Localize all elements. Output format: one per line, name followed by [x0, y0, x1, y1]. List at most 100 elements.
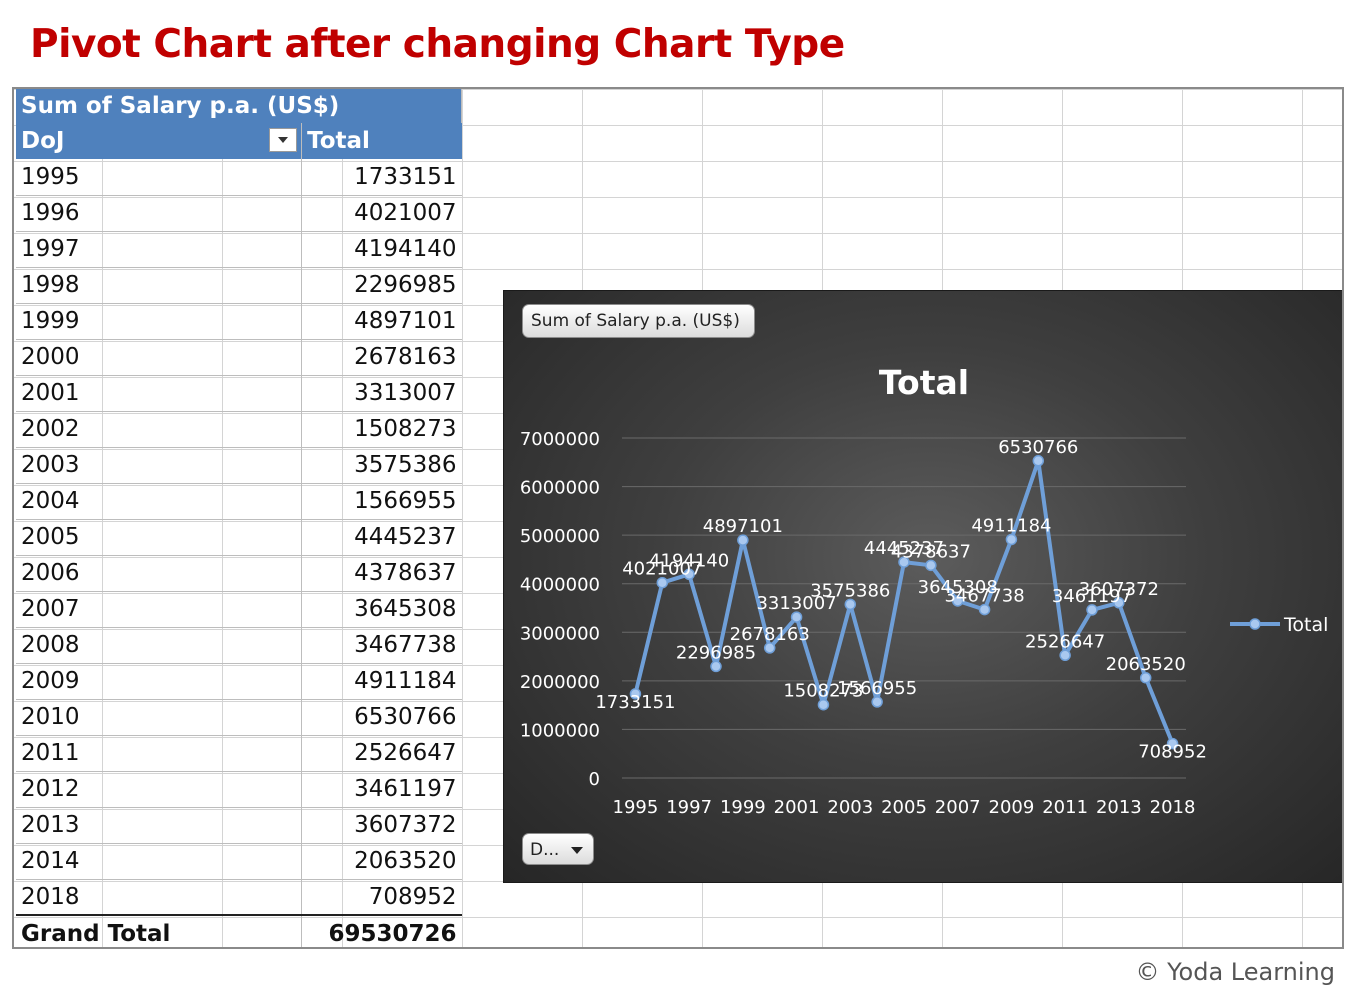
pivot-row-label[interactable]: 2011: [16, 735, 303, 772]
pivot-row-value[interactable]: 2063520: [301, 843, 462, 880]
pivot-row: 1996 4021007: [16, 195, 462, 232]
data-label: 4378637: [891, 541, 971, 562]
row-field-header[interactable]: DoJ: [16, 123, 303, 159]
data-label: 2296985: [676, 642, 756, 663]
pivot-row: 2013 3607372: [16, 807, 462, 844]
pivot-row: 2004 1566955: [16, 483, 462, 520]
pivot-row-label[interactable]: 2005: [16, 519, 303, 556]
data-point: [710, 660, 722, 673]
x-tick-label: 2013: [1096, 797, 1142, 818]
data-label: 4445237: [864, 538, 944, 559]
data-point: [1113, 597, 1125, 609]
data-point: [925, 559, 937, 572]
pivot-row: 2005 4445237: [16, 519, 462, 556]
pivot-row-label[interactable]: 1998: [16, 267, 303, 304]
pivot-row-value[interactable]: 2296985: [301, 267, 462, 304]
pivot-row: 2006 4378637: [16, 555, 462, 592]
pivot-row-label[interactable]: 1996: [16, 195, 303, 232]
pivot-row-label[interactable]: 2006: [16, 555, 303, 592]
pivot-row-value[interactable]: 4911184: [301, 663, 462, 700]
pivot-row-label[interactable]: 2014: [16, 843, 303, 880]
pivot-row-value[interactable]: 4194140: [301, 231, 462, 268]
data-label: 2526647: [1025, 631, 1105, 652]
pivot-row-value[interactable]: 2526647: [301, 735, 462, 772]
data-point: [737, 534, 749, 546]
pivot-row: 1995 1733151: [16, 159, 462, 196]
x-tick-label: 1997: [666, 797, 712, 818]
x-tick-label: 1999: [720, 797, 766, 818]
row-field-filter-button[interactable]: [269, 128, 298, 152]
data-point: [1086, 604, 1098, 616]
y-tick-label: 6000000: [520, 478, 600, 499]
y-tick-label: 0: [589, 769, 600, 790]
pivot-row: 2011 2526647: [16, 735, 462, 772]
pivot-row-value[interactable]: 4445237: [301, 519, 462, 556]
x-tick-label: 2007: [935, 797, 981, 818]
pivot-row-label[interactable]: 2012: [16, 771, 303, 808]
axis-field-label: D...: [530, 840, 560, 860]
data-label: 3645308: [918, 577, 998, 598]
x-tick-label: 2011: [1042, 797, 1088, 818]
pivot-row-label[interactable]: 2004: [16, 483, 303, 520]
pivot-row-label[interactable]: 1997: [16, 231, 303, 268]
data-label: 3313007: [756, 593, 836, 614]
pivot-field-row: DoJ Total: [16, 123, 462, 159]
y-tick-label: 4000000: [520, 575, 600, 596]
data-label: 4911184: [971, 515, 1051, 536]
pivot-row-value[interactable]: 3575386: [301, 447, 462, 484]
pivot-row-value[interactable]: 4021007: [301, 195, 462, 232]
data-label: 3575386: [810, 580, 890, 601]
pivot-row-label[interactable]: 2000: [16, 339, 303, 376]
pivot-row-value[interactable]: 1733151: [301, 159, 462, 196]
pivot-row: 2018 708952: [16, 879, 462, 916]
pivot-row-label[interactable]: 2002: [16, 411, 303, 448]
x-tick-label: 2005: [881, 797, 927, 818]
pivot-row: 2007 3645308: [16, 591, 462, 628]
pivot-row-value[interactable]: 4897101: [301, 303, 462, 340]
pivot-row-value[interactable]: 6530766: [301, 699, 462, 736]
data-point: [1139, 672, 1152, 684]
pivot-row-label[interactable]: 2018: [16, 879, 303, 916]
axis-field-button[interactable]: D...: [522, 833, 594, 865]
pivot-row-value[interactable]: 1508273: [301, 411, 462, 448]
data-point: [1059, 649, 1071, 662]
data-label: 3467738: [944, 586, 1024, 607]
pivot-row-label[interactable]: 1995: [16, 159, 303, 196]
grand-total-label[interactable]: Grand Total: [16, 914, 303, 947]
x-tick-label: 2018: [1150, 797, 1196, 818]
grand-total-value[interactable]: 69530726: [301, 914, 462, 947]
data-point: [790, 611, 803, 623]
pivot-row-value[interactable]: 3467738: [301, 627, 462, 664]
pivot-row-label[interactable]: 2008: [16, 627, 303, 664]
data-point: [656, 576, 669, 589]
pivot-row-label[interactable]: 2009: [16, 663, 303, 700]
pivot-row-value[interactable]: 3313007: [301, 375, 462, 412]
pivot-row-value[interactable]: 3607372: [301, 807, 462, 844]
pivot-row-label[interactable]: 2013: [16, 807, 303, 844]
x-tick-label: 1995: [613, 797, 659, 818]
pivot-row-label[interactable]: 2003: [16, 447, 303, 484]
pivot-chart[interactable]: Sum of Salary p.a. (US$) Total 0 1000000 20…: [503, 290, 1342, 883]
data-point: [951, 595, 964, 607]
pivot-row-value[interactable]: 3645308: [301, 591, 462, 628]
pivot-row-label[interactable]: 2001: [16, 375, 303, 412]
data-label: 708952: [1138, 742, 1207, 763]
pivot-row-value[interactable]: 2678163: [301, 339, 462, 376]
pivot-row-label[interactable]: 2010: [16, 699, 303, 736]
pivot-row-label[interactable]: 2007: [16, 591, 303, 628]
pivot-table: Sum of Salary p.a. (US$) DoJ Total 1995 1…: [16, 89, 462, 947]
value-field-button[interactable]: Sum of Salary p.a. (US$): [522, 304, 755, 338]
pivot-row: 2009 4911184: [16, 663, 462, 700]
data-point: [1005, 533, 1018, 546]
pivot-value-header[interactable]: Sum of Salary p.a. (US$): [16, 89, 462, 123]
pivot-row-value[interactable]: 4378637: [301, 555, 462, 592]
pivot-row-value[interactable]: 708952: [301, 879, 462, 916]
y-tick-label: 2000000: [520, 672, 600, 693]
spreadsheet-area: Sum of Salary p.a. (US$) DoJ Total 1995 1…: [12, 87, 1344, 949]
pivot-row-value[interactable]: 3461197: [301, 771, 462, 808]
chevron-down-icon: [571, 847, 583, 854]
data-point: [683, 568, 695, 581]
pivot-row-value[interactable]: 1566955: [301, 483, 462, 520]
value-column-header[interactable]: Total: [301, 123, 462, 159]
pivot-row-label[interactable]: 1999: [16, 303, 303, 340]
